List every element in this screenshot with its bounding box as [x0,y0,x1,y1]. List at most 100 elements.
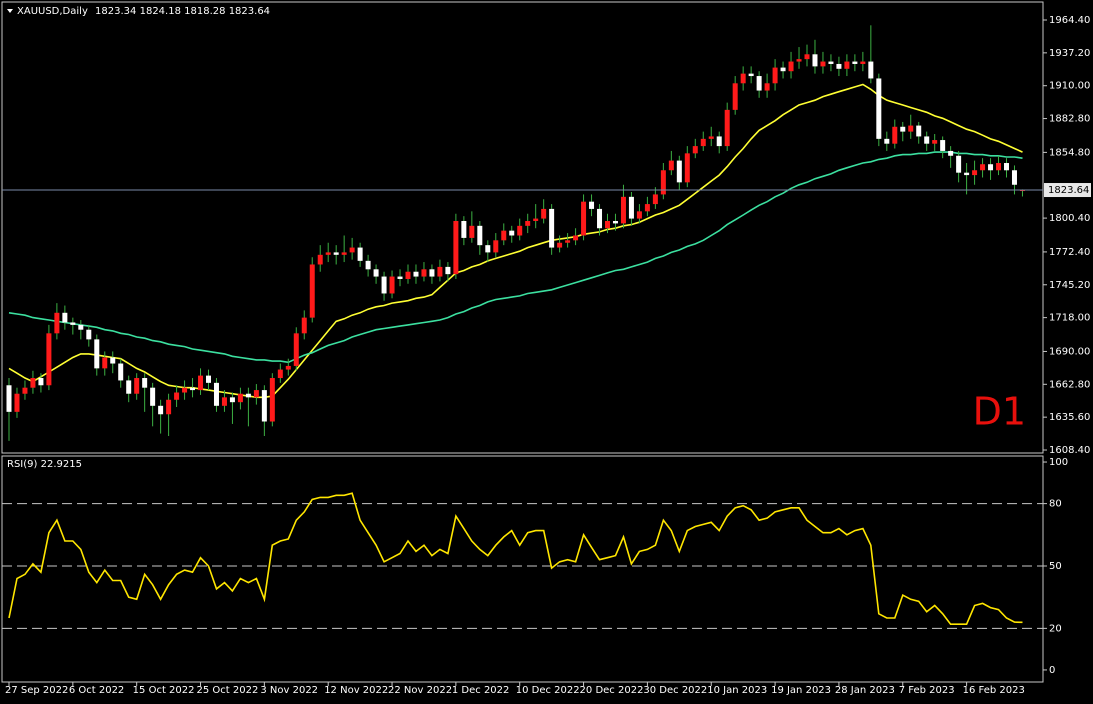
candle-body [397,276,403,279]
candle-body [285,365,291,370]
candle-body [740,73,746,84]
y-tick-label: 100 [1049,457,1068,468]
candle-body [509,230,515,236]
candle-body [812,54,818,67]
open-value: 1823.34 [95,6,136,17]
candle-body [277,369,283,379]
x-tick-label: 30 Dec 2022 [643,685,707,696]
candle-body [94,339,100,369]
x-tick-label: 15 Oct 2022 [133,685,195,696]
candle-body [820,61,826,67]
x-tick-label: 22 Nov 2022 [388,685,452,696]
candle-body [884,138,890,144]
x-tick-label: 6 Oct 2022 [69,685,124,696]
candle-body [796,59,802,62]
candle-body [964,172,970,176]
candle-body [764,83,770,91]
candle-body [373,269,379,277]
candle-body [844,61,850,69]
candle-body [6,385,12,412]
candle-body [118,363,124,381]
candle-body [365,260,371,270]
candle-body [166,399,172,415]
candle-body [924,136,930,144]
x-tick-label: 10 Jan 2023 [707,685,767,696]
candle-body [852,61,858,64]
candle-body [381,276,387,294]
candle-body [126,380,132,394]
candle-body [565,240,571,243]
candle-body [22,387,28,394]
x-tick-label: 12 Nov 2022 [324,685,388,696]
candle-body [477,225,483,246]
candle-body [788,61,794,72]
candle-body [30,378,36,388]
candle-body [62,312,68,323]
header: XAUUSD,Daily 1823.34 1824.18 1818.28 182… [17,6,270,17]
candle-body [620,196,626,224]
y-tick-label: 1635.60 [1049,412,1090,423]
candle-body [190,387,196,391]
candle-body [357,247,363,261]
candle-body [453,220,459,275]
x-tick-label: 3 Nov 2022 [260,685,318,696]
candle-body [317,254,323,265]
candle-body [700,138,706,147]
candle-body [413,271,419,277]
y-tick-label: 1854.80 [1049,147,1090,158]
menu-icon[interactable] [7,9,13,13]
x-tick-label: 1 Dec 2022 [452,685,510,696]
y-tick-label: 1690.00 [1049,346,1090,357]
candle-body [485,245,491,253]
x-tick-label: 7 Feb 2023 [899,685,955,696]
candle-body [405,271,411,279]
candle-body [980,164,986,171]
rsi-panel [1,455,1044,683]
candle-body [780,67,786,72]
x-tick-label: 19 Jan 2023 [771,685,831,696]
candle-body [724,109,730,147]
candle-body [46,333,52,386]
candle-body [182,387,188,393]
candle-body [676,160,682,183]
symbol-title: XAUUSD,Daily [17,6,88,17]
candle-body [573,235,579,241]
candle-body [38,378,44,386]
candle-body [876,78,882,139]
candle-body [134,378,140,394]
candle-body [213,382,219,406]
candle-body [533,218,539,221]
candle-body [636,211,642,219]
candle-body [333,252,339,255]
x-tick-label: 25 Oct 2022 [197,685,259,696]
candle-body [437,266,443,277]
candle-body [628,196,634,219]
candle-body [102,357,108,369]
y-tick-label: 1718.00 [1049,313,1090,324]
candle-body [692,146,698,154]
candle-body [469,225,475,238]
candle-body [261,390,267,422]
rsi-line [8,492,1023,625]
y-tick-label: 1800.40 [1049,213,1090,224]
candle-body [605,220,610,229]
candle-body [493,240,499,253]
candle-body [309,264,315,318]
low-value: 1818.28 [184,6,225,17]
candle-body [198,375,204,391]
candle-body [174,392,180,400]
candle-body [445,266,451,275]
candle-body [860,61,866,64]
candle-body [660,170,666,195]
rsi-title: RSI(9) 22.9215 [7,459,82,470]
moving-average [8,83,1023,399]
candle-body [501,230,507,241]
candle-body [245,393,251,398]
candle-body [110,357,116,364]
candle-body [748,73,754,77]
candle-body [972,170,978,176]
candle-body [150,387,156,406]
candle-body [461,220,467,238]
main-panel [1,1,1044,454]
